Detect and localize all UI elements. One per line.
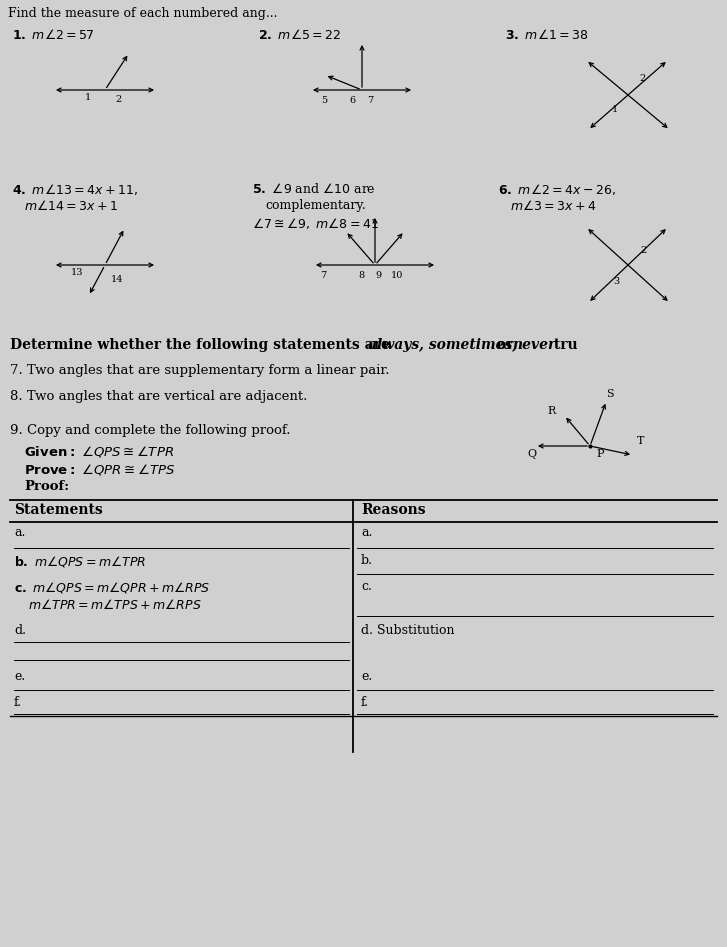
Text: never: never xyxy=(512,338,555,352)
Text: e.: e. xyxy=(14,670,25,683)
Text: Reasons: Reasons xyxy=(361,503,425,517)
Text: c.: c. xyxy=(361,580,372,593)
Text: 7: 7 xyxy=(367,96,373,104)
Text: or: or xyxy=(492,338,518,352)
Text: 7: 7 xyxy=(320,271,326,279)
Text: $\mathbf{1.}$ $m\angle 2 = 57$: $\mathbf{1.}$ $m\angle 2 = 57$ xyxy=(12,28,95,42)
Text: Determine whether the following statements are: Determine whether the following statemen… xyxy=(10,338,395,352)
Text: $\mathbf{5.}$ $\angle 9$ and $\angle 10$ are: $\mathbf{5.}$ $\angle 9$ and $\angle 10$… xyxy=(252,182,376,196)
Text: tru: tru xyxy=(549,338,578,352)
Text: Statements: Statements xyxy=(14,503,103,517)
Text: 13: 13 xyxy=(71,268,83,277)
Text: 10: 10 xyxy=(391,271,403,279)
Text: T: T xyxy=(637,436,644,446)
Text: b.: b. xyxy=(361,554,373,567)
Text: Q: Q xyxy=(527,449,537,459)
Text: Proof:: Proof: xyxy=(24,480,69,493)
Text: 2: 2 xyxy=(115,95,121,104)
Text: $\mathbf{Given:}$ $\angle QPS \cong \angle TPR$: $\mathbf{Given:}$ $\angle QPS \cong \ang… xyxy=(24,444,174,459)
Text: 2: 2 xyxy=(640,246,646,255)
Text: $\mathbf{4.}$ $m\angle 13 = 4x + 11,$: $\mathbf{4.}$ $m\angle 13 = 4x + 11,$ xyxy=(12,182,138,197)
Text: 2: 2 xyxy=(639,74,646,83)
Text: f.: f. xyxy=(14,696,22,709)
Text: $m\angle 14 = 3x + 1$: $m\angle 14 = 3x + 1$ xyxy=(24,199,118,213)
Text: a.: a. xyxy=(361,526,372,539)
Text: $\mathbf{3.}$ $m\angle 1 = 38$: $\mathbf{3.}$ $m\angle 1 = 38$ xyxy=(505,28,589,42)
Text: 7. Two angles that are supplementary form a linear pair.: 7. Two angles that are supplementary for… xyxy=(10,364,390,377)
Text: d. Substitution: d. Substitution xyxy=(361,624,454,637)
Text: 9. Copy and complete the following proof.: 9. Copy and complete the following proof… xyxy=(10,424,291,437)
Text: $m\angle TPR = m\angle TPS + m\angle RPS$: $m\angle TPR = m\angle TPS + m\angle RPS… xyxy=(28,598,201,612)
Text: R: R xyxy=(548,406,556,416)
Text: $\angle 7 \cong \angle 9,\; m\angle 8 = 41$: $\angle 7 \cong \angle 9,\; m\angle 8 = … xyxy=(252,216,379,231)
Text: f.: f. xyxy=(361,696,369,709)
Text: d.: d. xyxy=(14,624,26,637)
Text: 14: 14 xyxy=(111,275,124,284)
Text: $\mathbf{c.}$ $m\angle QPS = m\angle QPR + m\angle RPS$: $\mathbf{c.}$ $m\angle QPS = m\angle QPR… xyxy=(14,580,211,595)
Text: 5: 5 xyxy=(321,96,327,104)
Text: 3: 3 xyxy=(614,277,620,286)
Text: 6: 6 xyxy=(349,96,355,104)
Text: Find the measure of each numbered ang...: Find the measure of each numbered ang... xyxy=(8,7,278,20)
Text: 1: 1 xyxy=(611,105,618,114)
Text: a.: a. xyxy=(14,526,25,539)
Text: $m\angle 3 = 3x + 4$: $m\angle 3 = 3x + 4$ xyxy=(510,199,597,213)
Text: always, sometimes,: always, sometimes, xyxy=(368,338,517,352)
Text: $\mathbf{6.}$ $m\angle 2 = 4x - 26,$: $\mathbf{6.}$ $m\angle 2 = 4x - 26,$ xyxy=(498,182,616,197)
Text: complementary.: complementary. xyxy=(265,199,366,212)
Text: 8: 8 xyxy=(358,271,364,279)
Text: 8. Two angles that are vertical are adjacent.: 8. Two angles that are vertical are adja… xyxy=(10,390,308,403)
Text: P: P xyxy=(596,449,603,459)
Text: S: S xyxy=(606,389,614,399)
Text: $\mathbf{2.}$ $m\angle 5 = 22$: $\mathbf{2.}$ $m\angle 5 = 22$ xyxy=(258,28,341,42)
Text: $\mathbf{Prove:}$ $\angle QPR \cong \angle TPS$: $\mathbf{Prove:}$ $\angle QPR \cong \ang… xyxy=(24,462,175,477)
Text: 1: 1 xyxy=(85,93,91,102)
Text: e.: e. xyxy=(361,670,372,683)
Text: 9: 9 xyxy=(375,271,381,279)
Text: $\mathbf{b.}$ $m\angle QPS = m\angle TPR$: $\mathbf{b.}$ $m\angle QPS = m\angle TPR… xyxy=(14,554,146,569)
